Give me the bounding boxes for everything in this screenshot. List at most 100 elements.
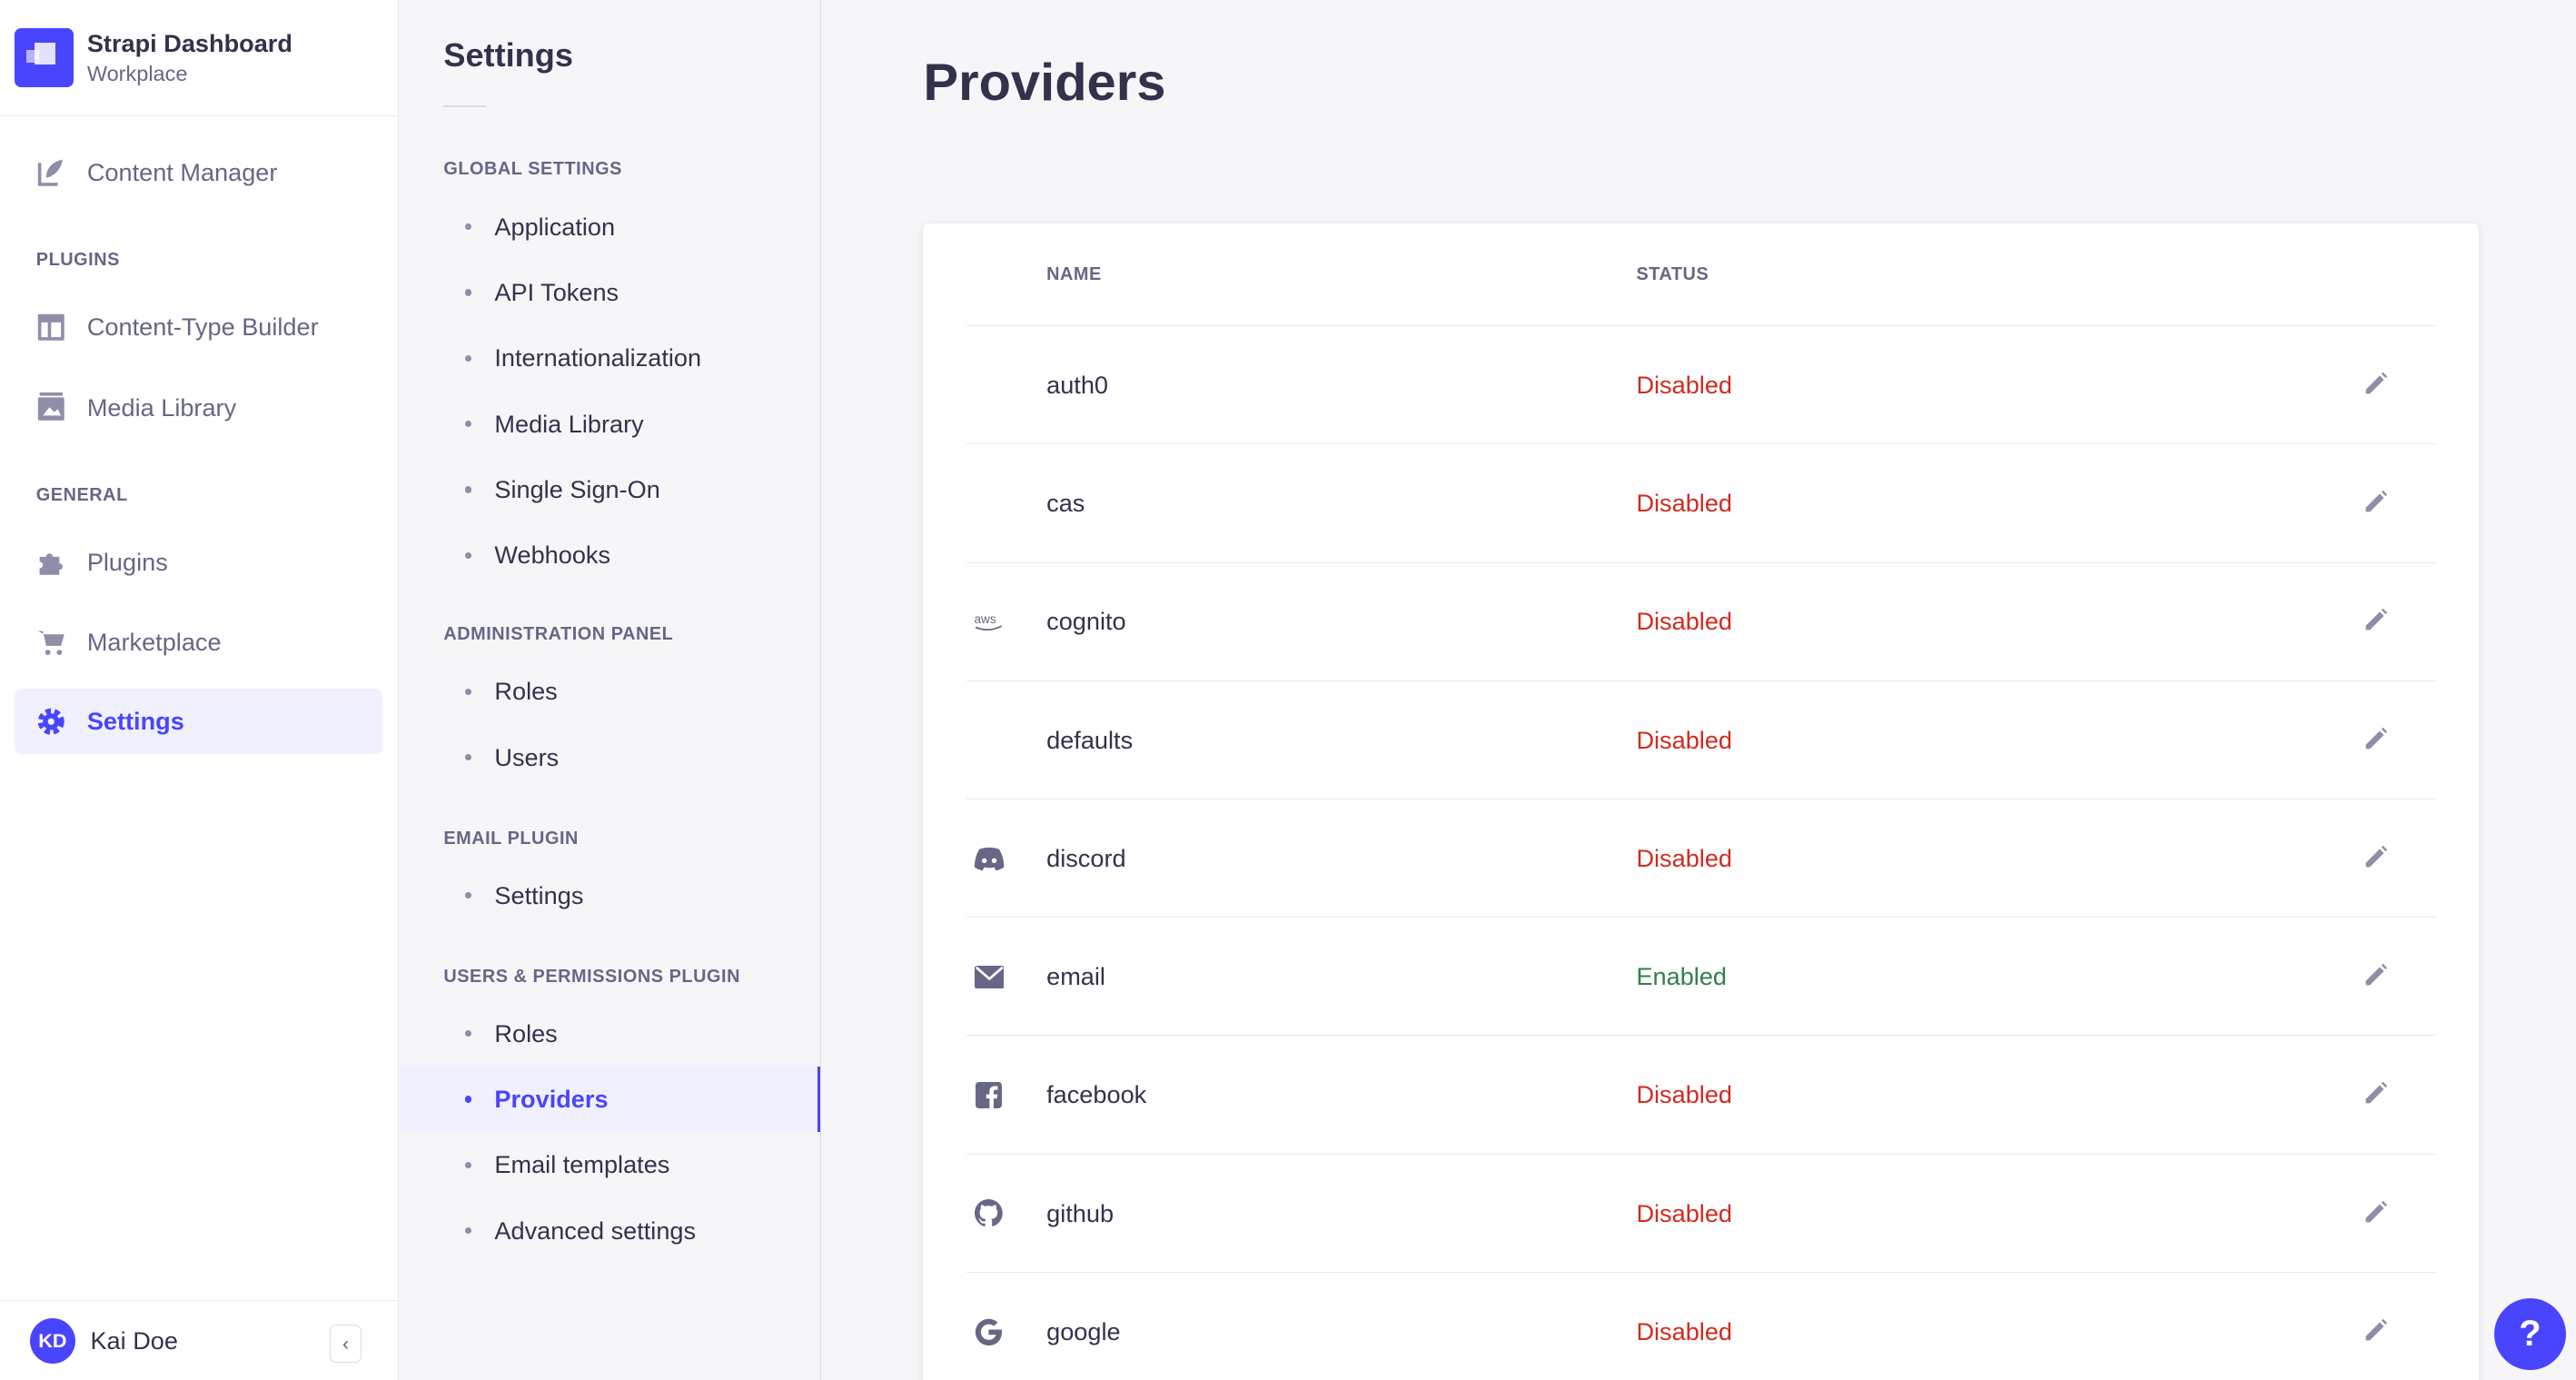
subnav-section-heading: EMAIL PLUGIN	[443, 828, 579, 849]
table-row[interactable]: email Enabled	[966, 917, 2437, 1036]
status-badge: Disabled	[1636, 725, 1732, 754]
page-title: Providers	[923, 53, 1166, 112]
bullet-icon	[464, 289, 472, 296]
aws-icon: aws	[973, 606, 1006, 639]
subnav-section-heading: USERS & PERMISSIONS PLUGIN	[443, 966, 740, 987]
status-badge: Disabled	[1636, 1080, 1732, 1109]
github-icon	[973, 1197, 1006, 1230]
image-icon	[36, 392, 66, 422]
status-badge: Disabled	[1636, 370, 1732, 399]
chevron-left-icon: ‹	[342, 1331, 350, 1355]
subnav-item-users[interactable]: Users	[400, 725, 820, 790]
brand-subtitle: Workplace	[86, 62, 188, 85]
pencil-icon[interactable]	[2363, 844, 2389, 870]
brand-title: Strapi Dashboard	[86, 29, 292, 58]
provider-name: defaults	[1046, 725, 1134, 754]
pencil-icon[interactable]	[2363, 489, 2389, 515]
subnav-item-settings[interactable]: Settings	[400, 863, 820, 928]
avatar: KD	[29, 1317, 76, 1365]
nav-item-plugins[interactable]: Plugins	[15, 529, 382, 594]
table-row[interactable]: github Disabled	[966, 1153, 2437, 1273]
subnav-label: Settings	[494, 880, 584, 909]
subnav-label: Roles	[494, 1018, 558, 1047]
table-row[interactable]: aws cognito Disabled	[966, 561, 2437, 681]
table-row[interactable]: cas Disabled	[966, 443, 2437, 562]
table-row[interactable]: google Disabled	[966, 1271, 2437, 1380]
collapse-nav-button[interactable]: ‹	[330, 1324, 362, 1363]
subnav-label: Application	[494, 212, 616, 241]
subnav-label: Media Library	[494, 409, 644, 438]
cart-icon	[36, 628, 66, 658]
bullet-icon	[464, 1030, 472, 1037]
nav-section-plugins: PLUGINS	[35, 249, 120, 270]
status-badge: Disabled	[1636, 1316, 1732, 1345]
nav-item-settings[interactable]: Settings	[15, 688, 383, 755]
discord-icon	[973, 842, 1006, 875]
pencil-icon[interactable]	[2363, 962, 2389, 988]
nav-label: Marketplace	[86, 628, 222, 657]
brand: Strapi Dashboard Workplace	[0, 0, 398, 117]
subnav-label: Roles	[494, 677, 558, 706]
provider-name: cas	[1046, 489, 1085, 518]
provider-name: cognito	[1046, 607, 1126, 636]
subnav-item-advanced-settings[interactable]: Advanced settings	[400, 1198, 820, 1264]
provider-name: google	[1046, 1316, 1121, 1345]
status-badge: Disabled	[1636, 607, 1732, 636]
subnav-item-webhooks[interactable]: Webhooks	[400, 522, 820, 588]
help-button[interactable]: ?	[2493, 1297, 2567, 1371]
user-menu[interactable]: KD Kai Doe ‹	[0, 1300, 398, 1380]
subnav-section-heading: GLOBAL SETTINGS	[443, 159, 622, 180]
bullet-icon	[464, 421, 472, 428]
pencil-icon[interactable]	[2363, 1199, 2389, 1226]
subnav-item-roles[interactable]: Roles	[400, 1000, 820, 1066]
subnav-title: Settings	[443, 35, 573, 74]
user-name: Kai Doe	[90, 1325, 178, 1355]
bullet-icon	[464, 892, 472, 899]
facebook-icon	[973, 1078, 1006, 1111]
table-row[interactable]: facebook Disabled	[966, 1035, 2437, 1154]
subnav-item-email-templates[interactable]: Email templates	[400, 1132, 820, 1197]
svg-text:aws: aws	[974, 612, 996, 626]
bullet-icon	[464, 1096, 472, 1103]
layout-icon	[36, 313, 66, 343]
bullet-icon	[464, 223, 472, 231]
status-badge: Disabled	[1636, 489, 1732, 518]
providers-table: NAME STATUS auth0 Disabled cas Disabled aws c…	[923, 223, 2480, 1380]
subnav-item-internationalization[interactable]: Internationalization	[400, 325, 820, 391]
pencil-icon[interactable]	[2363, 1080, 2389, 1107]
divider	[443, 104, 487, 107]
nav-item-content-type-builder[interactable]: Content-Type Builder	[15, 294, 382, 360]
subnav-item-media-library[interactable]: Media Library	[400, 391, 820, 456]
table-row[interactable]: auth0 Disabled	[966, 325, 2437, 444]
pencil-icon[interactable]	[2363, 607, 2389, 633]
nav-label: Content-Type Builder	[86, 312, 319, 341]
subnav-label: Internationalization	[494, 343, 702, 372]
pencil-icon[interactable]	[2363, 371, 2389, 397]
subnav-item-providers[interactable]: Providers	[399, 1066, 820, 1133]
provider-name: email	[1046, 962, 1105, 991]
table-row[interactable]: discord Disabled	[966, 799, 2437, 918]
column-header-status: STATUS	[1636, 264, 1709, 285]
settings-subnav: Settings GLOBAL SETTINGS Application API T…	[399, 0, 821, 1380]
bullet-icon	[464, 354, 472, 362]
nav-item-media-library[interactable]: Media Library	[15, 374, 382, 440]
subnav-item-single-sign-on[interactable]: Single Sign-On	[400, 457, 820, 522]
subnav-item-application[interactable]: Application	[400, 194, 820, 259]
bullet-icon	[464, 1161, 472, 1168]
nav-item-marketplace[interactable]: Marketplace	[15, 610, 382, 675]
subnav-label: Providers	[494, 1085, 609, 1114]
table-row[interactable]: defaults Disabled	[966, 680, 2437, 799]
subnav-label: Users	[494, 742, 560, 771]
subnav-item-api-tokens[interactable]: API Tokens	[400, 260, 820, 325]
subnav-label: Webhooks	[494, 541, 611, 570]
nav-item-content-manager[interactable]: Content Manager	[15, 140, 382, 205]
provider-name: discord	[1046, 843, 1126, 872]
status-badge: Disabled	[1636, 843, 1732, 872]
pencil-icon[interactable]	[2363, 726, 2389, 752]
subnav-item-roles[interactable]: Roles	[400, 659, 820, 724]
subnav-label: API Tokens	[494, 277, 619, 306]
pencil-icon[interactable]	[2363, 1317, 2389, 1344]
nav-section-general: GENERAL	[35, 484, 128, 505]
subnav-section-heading: ADMINISTRATION PANEL	[443, 624, 674, 645]
bullet-icon	[464, 688, 472, 696]
